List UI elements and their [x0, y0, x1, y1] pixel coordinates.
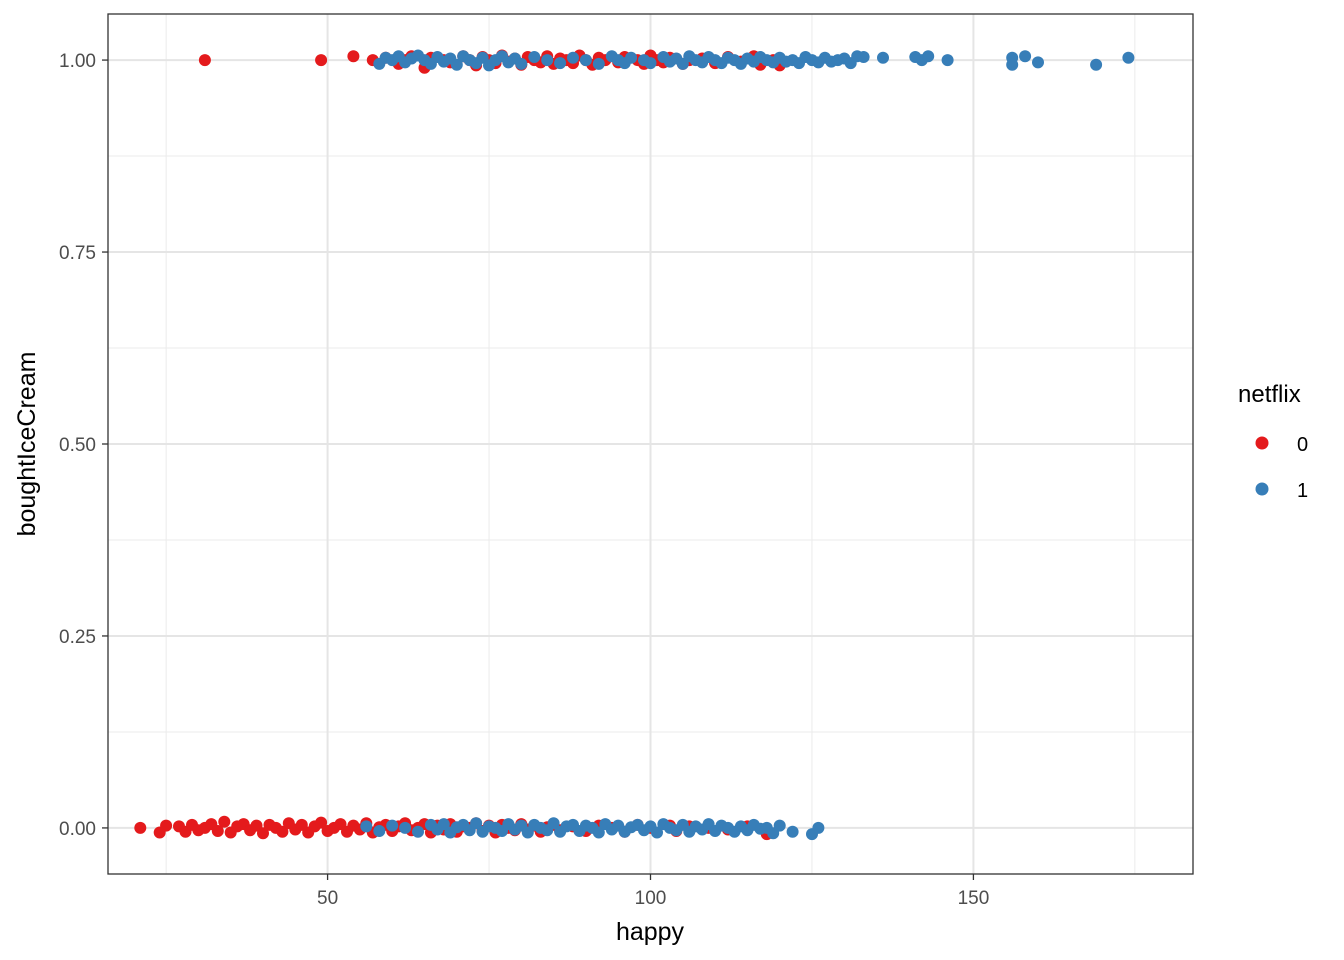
point-netflix-1 [644, 57, 657, 70]
point-netflix-1 [547, 817, 560, 830]
point-netflix-0 [211, 825, 224, 837]
x-tick-label: 150 [958, 888, 990, 909]
x-tick-label: 50 [317, 888, 338, 909]
data-points [134, 49, 1135, 841]
x-tick-label: 100 [635, 888, 667, 909]
point-netflix-1 [360, 820, 373, 833]
point-netflix-1 [812, 821, 825, 834]
point-netflix-0 [218, 815, 231, 828]
point-netflix-1 [651, 826, 663, 839]
point-netflix-1 [541, 54, 554, 67]
legend-title: netflix [1238, 381, 1301, 408]
point-netflix-1 [786, 825, 799, 838]
legend-key-0 [1255, 436, 1269, 450]
y-axis: 0.00 0.25 0.50 0.75 1.00 [59, 51, 108, 840]
point-netflix-0 [198, 54, 211, 67]
grid-major [108, 14, 1193, 874]
point-netflix-1 [1019, 50, 1032, 63]
x-axis-title: happy [616, 918, 685, 946]
point-netflix-1 [773, 819, 786, 832]
point-netflix-1 [412, 825, 424, 838]
y-tick-label: 1.00 [59, 51, 96, 72]
point-netflix-0 [276, 825, 289, 838]
point-netflix-1 [922, 50, 935, 63]
point-netflix-1 [437, 818, 450, 831]
point-netflix-1 [450, 58, 463, 71]
point-netflix-1 [1122, 51, 1135, 64]
point-netflix-1 [877, 51, 889, 64]
point-netflix-1 [515, 57, 528, 70]
point-netflix-0 [134, 821, 147, 834]
legend-label-0: 0 [1297, 434, 1308, 456]
x-axis: 50 100 150 [317, 874, 989, 909]
y-tick-label: 0.25 [59, 627, 96, 648]
point-netflix-0 [347, 50, 360, 63]
y-tick-label: 0.75 [59, 243, 96, 264]
point-netflix-1 [386, 819, 399, 832]
point-netflix-1 [373, 825, 386, 837]
point-netflix-1 [528, 51, 541, 63]
point-netflix-0 [160, 819, 173, 832]
legend-label-1: 1 [1297, 480, 1308, 502]
point-netflix-0 [257, 827, 269, 840]
point-netflix-1 [1090, 58, 1103, 71]
point-netflix-1 [857, 51, 870, 63]
point-netflix-1 [625, 51, 638, 64]
y-tick-label: 0.00 [59, 819, 96, 840]
y-tick-label: 0.50 [59, 435, 96, 456]
point-netflix-0 [315, 54, 328, 67]
point-netflix-1 [470, 817, 483, 830]
point-netflix-0 [315, 816, 328, 829]
point-netflix-1 [567, 51, 579, 64]
point-netflix-1 [1032, 56, 1044, 69]
point-netflix-1 [399, 821, 412, 834]
legend: netflix 0 1 [1238, 381, 1308, 502]
point-netflix-1 [554, 57, 567, 70]
point-netflix-1 [1006, 58, 1019, 71]
y-axis-title: boughtIceCream [13, 352, 41, 537]
point-netflix-1 [941, 54, 954, 67]
point-netflix-1 [592, 57, 605, 70]
legend-key-1 [1255, 482, 1269, 496]
point-netflix-1 [579, 54, 592, 67]
point-netflix-1 [592, 826, 605, 839]
